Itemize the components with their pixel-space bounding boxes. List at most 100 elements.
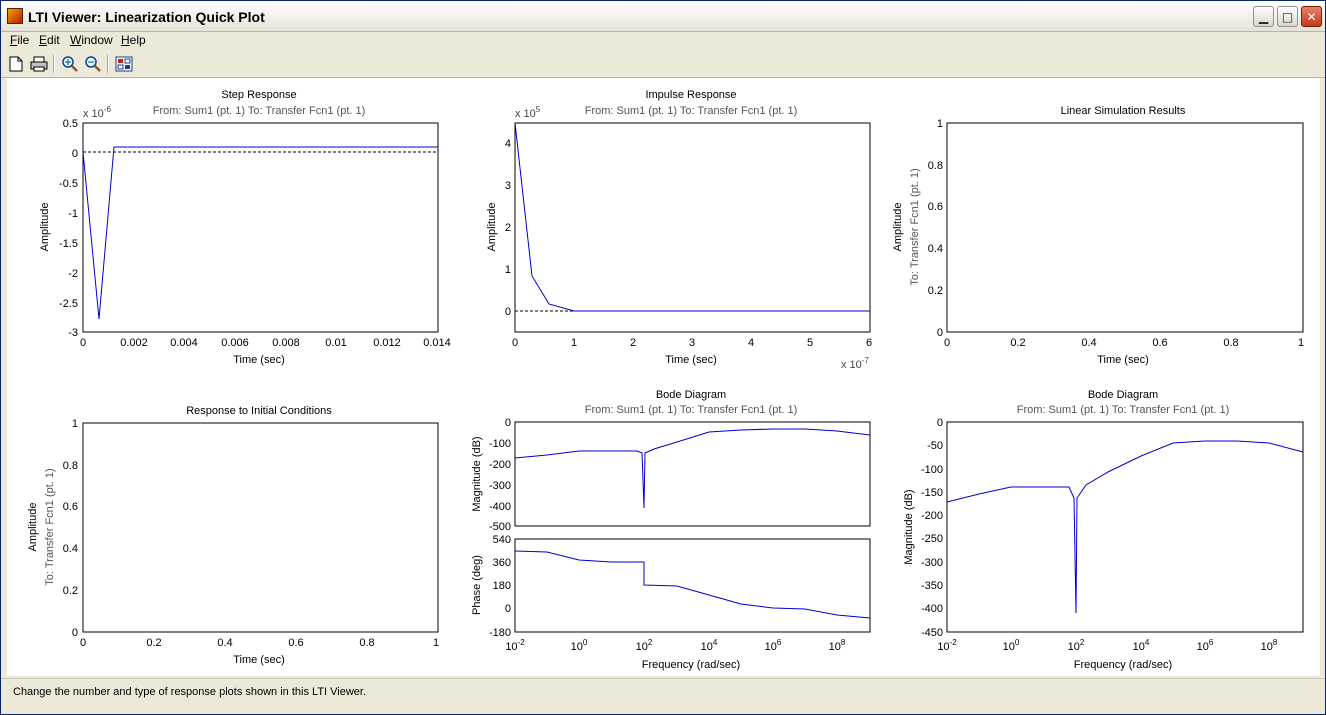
plot-title: Response to Initial Conditions bbox=[186, 405, 332, 417]
bode-diagram-plot-2[interactable]: Bode Diagram From: Sum1 (pt. 1) To: Tran… bbox=[903, 389, 1304, 671]
x-tick-label: 0.014 bbox=[423, 337, 451, 349]
y-exponent-label: x 10-6 bbox=[83, 105, 111, 120]
x-tick-label: 3 bbox=[689, 337, 695, 349]
y-tick-label: -500 bbox=[489, 521, 511, 533]
y-tick-label: -400 bbox=[489, 501, 511, 513]
x-exponent-label: x 10-7 bbox=[841, 356, 869, 371]
x-tick-label: 102 bbox=[636, 638, 653, 653]
y-tick-label: 0 bbox=[505, 417, 511, 429]
y-tick-label: 0 bbox=[937, 417, 943, 429]
y-tick-label: -200 bbox=[489, 459, 511, 471]
menu-edit[interactable]: Edit bbox=[39, 33, 60, 47]
x-tick-label: 0.012 bbox=[373, 337, 401, 349]
x-tick-label: 0 bbox=[80, 337, 86, 349]
step-response-plot[interactable]: Step Response From: Sum1 (pt. 1) To: Tra… bbox=[39, 89, 451, 366]
toolbar-separator bbox=[53, 55, 55, 73]
y-tick-label: -100 bbox=[921, 464, 943, 476]
y-tick-label: -200 bbox=[921, 510, 943, 522]
x-tick-label: 0 bbox=[80, 637, 86, 649]
x-tick-label: 0.002 bbox=[120, 337, 148, 349]
phase-axes-box bbox=[514, 538, 871, 633]
y-tick-label: -150 bbox=[921, 487, 943, 499]
zoom-out-button[interactable] bbox=[82, 53, 104, 75]
x-tick-label: 0.8 bbox=[1223, 337, 1238, 349]
y-tick-label: 360 bbox=[493, 557, 511, 569]
phase-curve bbox=[514, 550, 871, 619]
plot-subtitle: From: Sum1 (pt. 1) To: Transfer Fcn1 (pt… bbox=[153, 105, 366, 117]
zoom-in-icon bbox=[62, 56, 78, 72]
y-tick-label: -250 bbox=[921, 533, 943, 545]
y-tick-label: 1 bbox=[937, 118, 943, 130]
plot-configuration-icon bbox=[115, 56, 133, 72]
minimize-button[interactable]: ▁ bbox=[1253, 6, 1274, 27]
y-tick-label: -300 bbox=[921, 557, 943, 569]
zoom-in-button[interactable] bbox=[59, 53, 81, 75]
x-tick-label: 0.6 bbox=[1152, 337, 1167, 349]
x-tick-label: 106 bbox=[765, 638, 782, 653]
y-tick-label: 0.8 bbox=[928, 160, 943, 172]
bode-diagram-plot-1[interactable]: Bode Diagram From: Sum1 (pt. 1) To: Tran… bbox=[471, 389, 871, 671]
magnitude-axis-label: Magnitude (dB) bbox=[471, 436, 483, 511]
x-tick-label: 10-2 bbox=[505, 638, 525, 653]
x-tick-label: 1 bbox=[1298, 337, 1304, 349]
x-tick-label: 2 bbox=[630, 337, 636, 349]
impulse-response-plot[interactable]: Impulse Response From: Sum1 (pt. 1) To: … bbox=[486, 89, 872, 371]
y-tick-label: 0.5 bbox=[63, 118, 78, 130]
x-tick-label: 0.006 bbox=[221, 337, 249, 349]
y-tick-label: -350 bbox=[921, 580, 943, 592]
y-tick-label: 0.2 bbox=[63, 585, 78, 597]
y-tick-label: 0.2 bbox=[928, 285, 943, 297]
plot-title: Bode Diagram bbox=[1088, 389, 1158, 401]
y-tick-label: 3 bbox=[505, 180, 511, 192]
print-icon bbox=[30, 56, 48, 72]
x-tick-label: 104 bbox=[1133, 638, 1150, 653]
x-tick-label: 0.6 bbox=[288, 637, 303, 649]
close-button[interactable]: ✕ bbox=[1301, 6, 1322, 27]
zoom-out-icon bbox=[85, 56, 101, 72]
x-tick-label: 108 bbox=[829, 638, 846, 653]
menu-help[interactable]: Help bbox=[121, 33, 146, 47]
initial-conditions-plot[interactable]: Response to Initial Conditions 1 0.8 0.6… bbox=[27, 405, 439, 666]
x-axis-label: Frequency (rad/sec) bbox=[1074, 659, 1172, 671]
y-axis-label: Amplitude bbox=[892, 203, 904, 252]
print-button[interactable] bbox=[28, 53, 50, 75]
menu-file[interactable]: File bbox=[10, 33, 30, 47]
y-tick-label: 0 bbox=[937, 327, 943, 339]
y-tick-label: 0.6 bbox=[928, 201, 943, 213]
plot-title: Bode Diagram bbox=[656, 389, 726, 401]
y-tick-label: -3 bbox=[68, 327, 78, 339]
title-bar[interactable]: LTI Viewer: Linearization Quick Plot ▁ □… bbox=[1, 1, 1325, 32]
y-tick-label: -0.5 bbox=[59, 178, 78, 190]
status-text: Change the number and type of response p… bbox=[13, 686, 367, 698]
x-tick-label: 100 bbox=[571, 638, 588, 653]
plot-configuration-button[interactable] bbox=[113, 53, 135, 75]
x-tick-label: 1 bbox=[571, 337, 577, 349]
linear-simulation-plot[interactable]: Linear Simulation Results 1 0.8 0.6 0.4 … bbox=[892, 105, 1304, 366]
y-tick-label: -100 bbox=[489, 438, 511, 450]
x-tick-label: 0.4 bbox=[1081, 337, 1096, 349]
x-tick-label: 0.4 bbox=[217, 637, 232, 649]
y-tick-label: -180 bbox=[489, 627, 511, 639]
maximize-button[interactable]: □ bbox=[1277, 6, 1298, 27]
magnitude-axes-box bbox=[514, 421, 871, 527]
magnitude-curve bbox=[514, 428, 871, 509]
axes-box bbox=[82, 422, 439, 633]
y-tick-label: 0.4 bbox=[63, 543, 78, 555]
y-tick-label: -50 bbox=[927, 440, 943, 452]
plot-area: Step Response From: Sum1 (pt. 1) To: Tra… bbox=[7, 78, 1320, 676]
x-tick-label: 108 bbox=[1261, 638, 1278, 653]
y-tick-label: 1 bbox=[505, 264, 511, 276]
new-button[interactable] bbox=[5, 53, 27, 75]
menu-bar: File Edit Window Help bbox=[1, 31, 1325, 50]
y-tick-label: -300 bbox=[489, 480, 511, 492]
y-axis-label: Amplitude bbox=[486, 203, 498, 252]
axes-box bbox=[82, 122, 439, 333]
axes-box bbox=[946, 122, 1304, 333]
y-tick-label: -400 bbox=[921, 603, 943, 615]
menu-window[interactable]: Window bbox=[70, 33, 113, 47]
impulse-response-curve bbox=[514, 122, 870, 312]
y-tick-label: 0 bbox=[505, 603, 511, 615]
x-tick-label: 0.8 bbox=[359, 637, 374, 649]
y-tick-label: 180 bbox=[493, 580, 511, 592]
step-response-curve bbox=[82, 146, 438, 320]
